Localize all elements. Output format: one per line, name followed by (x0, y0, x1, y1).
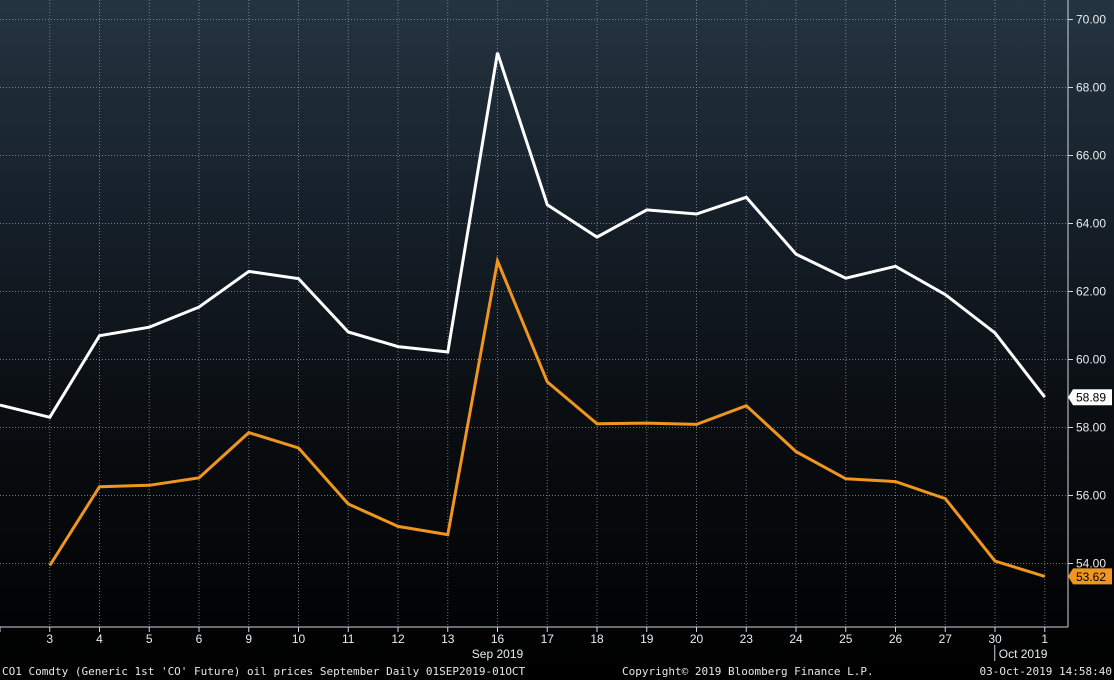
period-label: Sep 2019 (472, 647, 524, 661)
x-tick-label: 6 (196, 632, 203, 646)
x-tick-label: 5 (146, 632, 153, 646)
x-tick-label: 1 (1041, 632, 1048, 646)
x-tick-label: 17 (541, 632, 555, 646)
x-tick-label: 24 (789, 632, 803, 646)
x-tick-label: 19 (640, 632, 654, 646)
x-tick-label: 16 (491, 632, 505, 646)
line-chart: 54.00 56.00 58.00 60.00 62.00 64.00 66.00 68.00… (0, 0, 1112, 661)
y-tick-label: 56.00 (1076, 489, 1106, 503)
x-tick-label: 20 (690, 632, 704, 646)
x-tick-label: 30 (988, 632, 1002, 646)
y-tick-label: 68.00 (1076, 81, 1106, 95)
x-tick-label: 10 (292, 632, 306, 646)
x-tick-label: 12 (391, 632, 405, 646)
x-tick-label: 25 (839, 632, 853, 646)
axes (0, 0, 1069, 628)
y-tick-label: 64.00 (1076, 217, 1106, 231)
y-tick-label: 62.00 (1076, 285, 1106, 299)
last-value-label-1: 53.62 (1068, 568, 1112, 585)
x-tick-label: 9 (245, 632, 252, 646)
x-tick-label: 4 (96, 632, 103, 646)
x-axis-ticks: 3 4 5 6 9 10 11 12 13 16 17 18 19 20 23 24 25 26 27 30 1 Sep … (0, 627, 1048, 661)
last-value-text: 58.89 (1076, 391, 1106, 405)
x-tick-label: 18 (590, 632, 604, 646)
period-label: Oct 2019 (999, 647, 1048, 661)
x-tick-label: 27 (939, 632, 953, 646)
footer-timestamp: 03-Oct-2019 14:58:40 (979, 665, 1112, 678)
y-axis-ticks: 54.00 56.00 58.00 60.00 62.00 64.00 66.00 68.00… (1068, 13, 1106, 571)
last-value-text: 53.62 (1076, 570, 1106, 584)
y-tick-label: 60.00 (1076, 353, 1106, 367)
last-value-box (1068, 389, 1112, 406)
y-tick-label: 58.00 (1076, 421, 1106, 435)
footer-description: CO1 Comdty (Generic 1st 'CO' Future) oil… (2, 665, 526, 678)
x-tick-label: 3 (46, 632, 53, 646)
x-tick-label: 11 (342, 632, 355, 646)
y-tick-label: 70.00 (1076, 13, 1106, 27)
y-tick-label: 54.00 (1076, 557, 1106, 571)
x-tick-label: 13 (441, 632, 455, 646)
y-tick-label: 66.00 (1076, 149, 1106, 163)
gridlines (0, 0, 1068, 627)
series-line-1 (48, 255, 1046, 578)
series-line-0 (0, 52, 1046, 420)
x-tick-label: 26 (889, 632, 903, 646)
x-tick-label: 23 (740, 632, 754, 646)
series-lines (0, 52, 1046, 578)
last-value-box (1068, 568, 1112, 585)
last-value-labels: 58.89 53.62 (1068, 389, 1112, 585)
footer-copyright: Copyright© 2019 Bloomberg Finance L.P. (622, 665, 874, 678)
last-value-label-0: 58.89 (1068, 389, 1112, 406)
